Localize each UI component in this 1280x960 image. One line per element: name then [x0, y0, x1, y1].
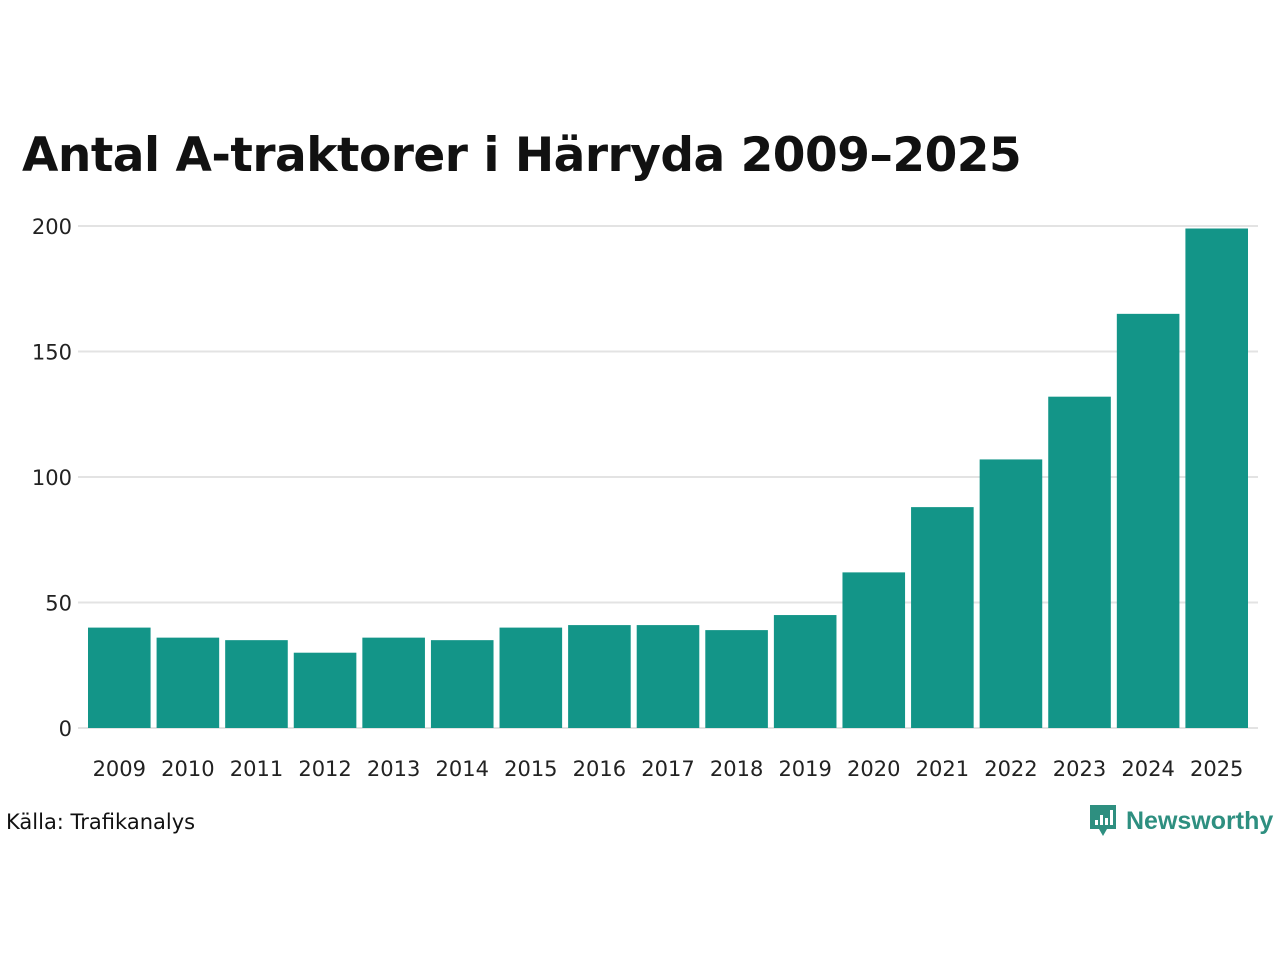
bar-2009: [88, 627, 151, 728]
x-tick-label: 2022: [984, 757, 1037, 781]
bar-2018: [705, 630, 768, 728]
bar-2012: [293, 652, 357, 728]
x-axis-ticks: 2009 2010 2011 2012 2013 2014 2015 2016 2017 2018…: [93, 757, 1244, 781]
bar-2019: [773, 615, 837, 728]
bar-2010: [156, 637, 220, 728]
bar-2014: [430, 640, 494, 728]
bar-2017: [636, 625, 700, 728]
x-tick-label: 2016: [573, 757, 626, 781]
brand-name: Newsworthy: [1126, 806, 1274, 835]
bar-2022: [979, 459, 1043, 728]
x-tick-label: 2024: [1121, 757, 1174, 781]
x-tick-label: 2023: [1053, 757, 1106, 781]
y-tick-label: 50: [45, 592, 72, 616]
y-tick-label: 150: [32, 341, 72, 365]
bar-2024: [1116, 313, 1180, 728]
x-tick-label: 2017: [641, 757, 694, 781]
chart-title: Antal A-traktorer i Härryda 2009–2025: [22, 128, 1022, 183]
x-tick-label: 2013: [367, 757, 420, 781]
bar-2025: [1185, 228, 1248, 728]
bar-2023: [1048, 396, 1111, 728]
x-tick-label: 2012: [298, 757, 351, 781]
brand-logo: Newsworthy: [1088, 804, 1273, 838]
x-tick-label: 2019: [778, 757, 831, 781]
newsworthy-logo-icon: [1090, 805, 1116, 836]
y-axis-ticks: 0 50 100 150 200: [32, 215, 72, 741]
bars: [88, 228, 1248, 728]
bar-2016: [568, 625, 631, 728]
y-tick-label: 0: [59, 717, 72, 741]
x-tick-label: 2010: [161, 757, 214, 781]
x-tick-label: 2009: [93, 757, 146, 781]
bar-2021: [911, 507, 974, 728]
x-tick-label: 2020: [847, 757, 900, 781]
bar-2013: [362, 637, 425, 728]
bar-2020: [842, 572, 906, 728]
x-tick-label: 2015: [504, 757, 557, 781]
x-tick-label: 2021: [916, 757, 969, 781]
x-tick-label: 2011: [230, 757, 283, 781]
bar-2011: [225, 640, 288, 728]
x-tick-label: 2025: [1190, 757, 1243, 781]
bar-2015: [499, 627, 563, 728]
y-tick-label: 200: [32, 215, 72, 239]
bar-chart: 0 50 100 150 200 2009 2010 2011 2012 2013 2014 201…: [32, 215, 1258, 781]
source-note: Källa: Trafikanalys: [6, 810, 196, 834]
y-tick-label: 100: [32, 466, 72, 490]
x-tick-label: 2018: [710, 757, 763, 781]
x-tick-label: 2014: [436, 757, 489, 781]
